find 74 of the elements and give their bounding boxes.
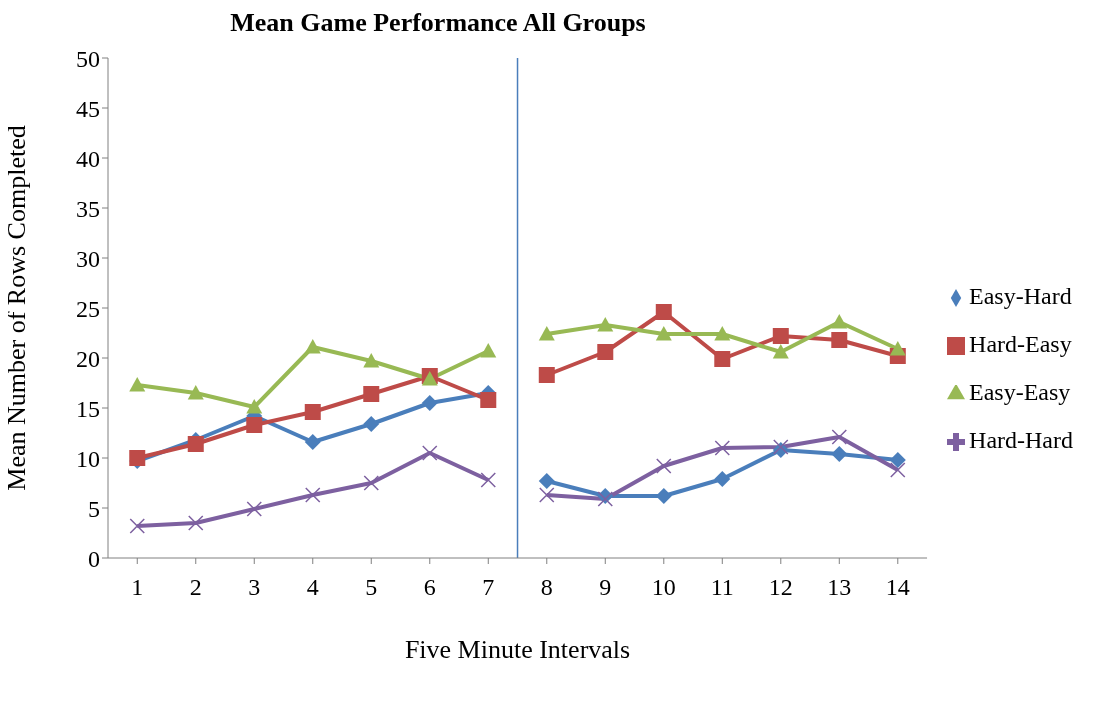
x-tick-label: 13 [827,574,852,601]
point [714,471,731,487]
y-tick-label: 40 [76,145,100,172]
x-tick-label: 14 [885,574,910,601]
point [304,434,321,450]
point [655,326,672,341]
y-tick-label: 15 [76,395,100,422]
point [714,440,731,456]
point [188,515,204,531]
point [656,458,672,474]
point [304,404,321,420]
point [246,501,263,517]
point [538,473,555,489]
legend-label: Easy-Hard [969,283,1072,309]
point [772,328,789,344]
x-tick-label: 1 [131,574,144,601]
y-tick-label: 20 [76,345,100,372]
x-axis-title: Five Minute Intervals [404,635,631,664]
point [538,326,555,341]
point [889,452,906,468]
point [304,339,321,354]
y-tick-label: 0 [88,545,100,572]
point [363,353,380,368]
x-tick-label: 5 [365,574,378,601]
y-tick-label: 30 [76,245,100,272]
point [129,518,145,534]
legend-label: Hard-Hard [969,427,1073,453]
y-tick-label: 35 [76,195,100,222]
point [305,487,321,503]
x-tick-label: 12 [768,574,793,601]
y-tick-label: 10 [76,445,100,472]
point [480,392,497,408]
point [480,343,497,358]
x-tick-label: 10 [651,574,676,601]
x-tick-label: 4 [306,574,319,601]
point [363,386,380,402]
y-tick-label: 5 [88,495,100,522]
point [363,416,380,432]
x-tick-label: 11 [710,574,734,601]
point [539,487,555,503]
y-tick-label: 45 [76,95,100,122]
x-tick-label: 8 [540,574,553,601]
point [655,304,672,320]
point [246,399,263,414]
point [831,314,848,329]
point [363,475,380,491]
x-tick-label: 7 [482,574,495,601]
point [889,341,906,356]
x-tick-label: 2 [189,574,202,601]
point [187,385,204,400]
y-tick-label: 25 [76,295,100,322]
point [890,462,906,478]
point [597,317,614,332]
x-tick-label: 3 [248,574,261,601]
point [831,429,848,445]
x-tick-label: 6 [423,574,436,601]
point [187,436,204,452]
point [422,445,438,461]
point [831,332,848,348]
point [714,326,731,341]
point [538,367,555,383]
point [129,377,146,392]
point [597,344,614,360]
y-tick-label: 50 [76,45,100,72]
point [714,351,731,367]
legend-label: Hard-Easy [969,331,1072,357]
point [831,446,848,462]
point [246,417,263,433]
point [480,472,497,488]
x-tick-label: 9 [599,574,612,601]
point [421,395,438,411]
chart-title: Mean Game Performance All Groups [229,8,647,38]
legend-label: Easy-Easy [969,379,1071,405]
point [772,344,789,359]
